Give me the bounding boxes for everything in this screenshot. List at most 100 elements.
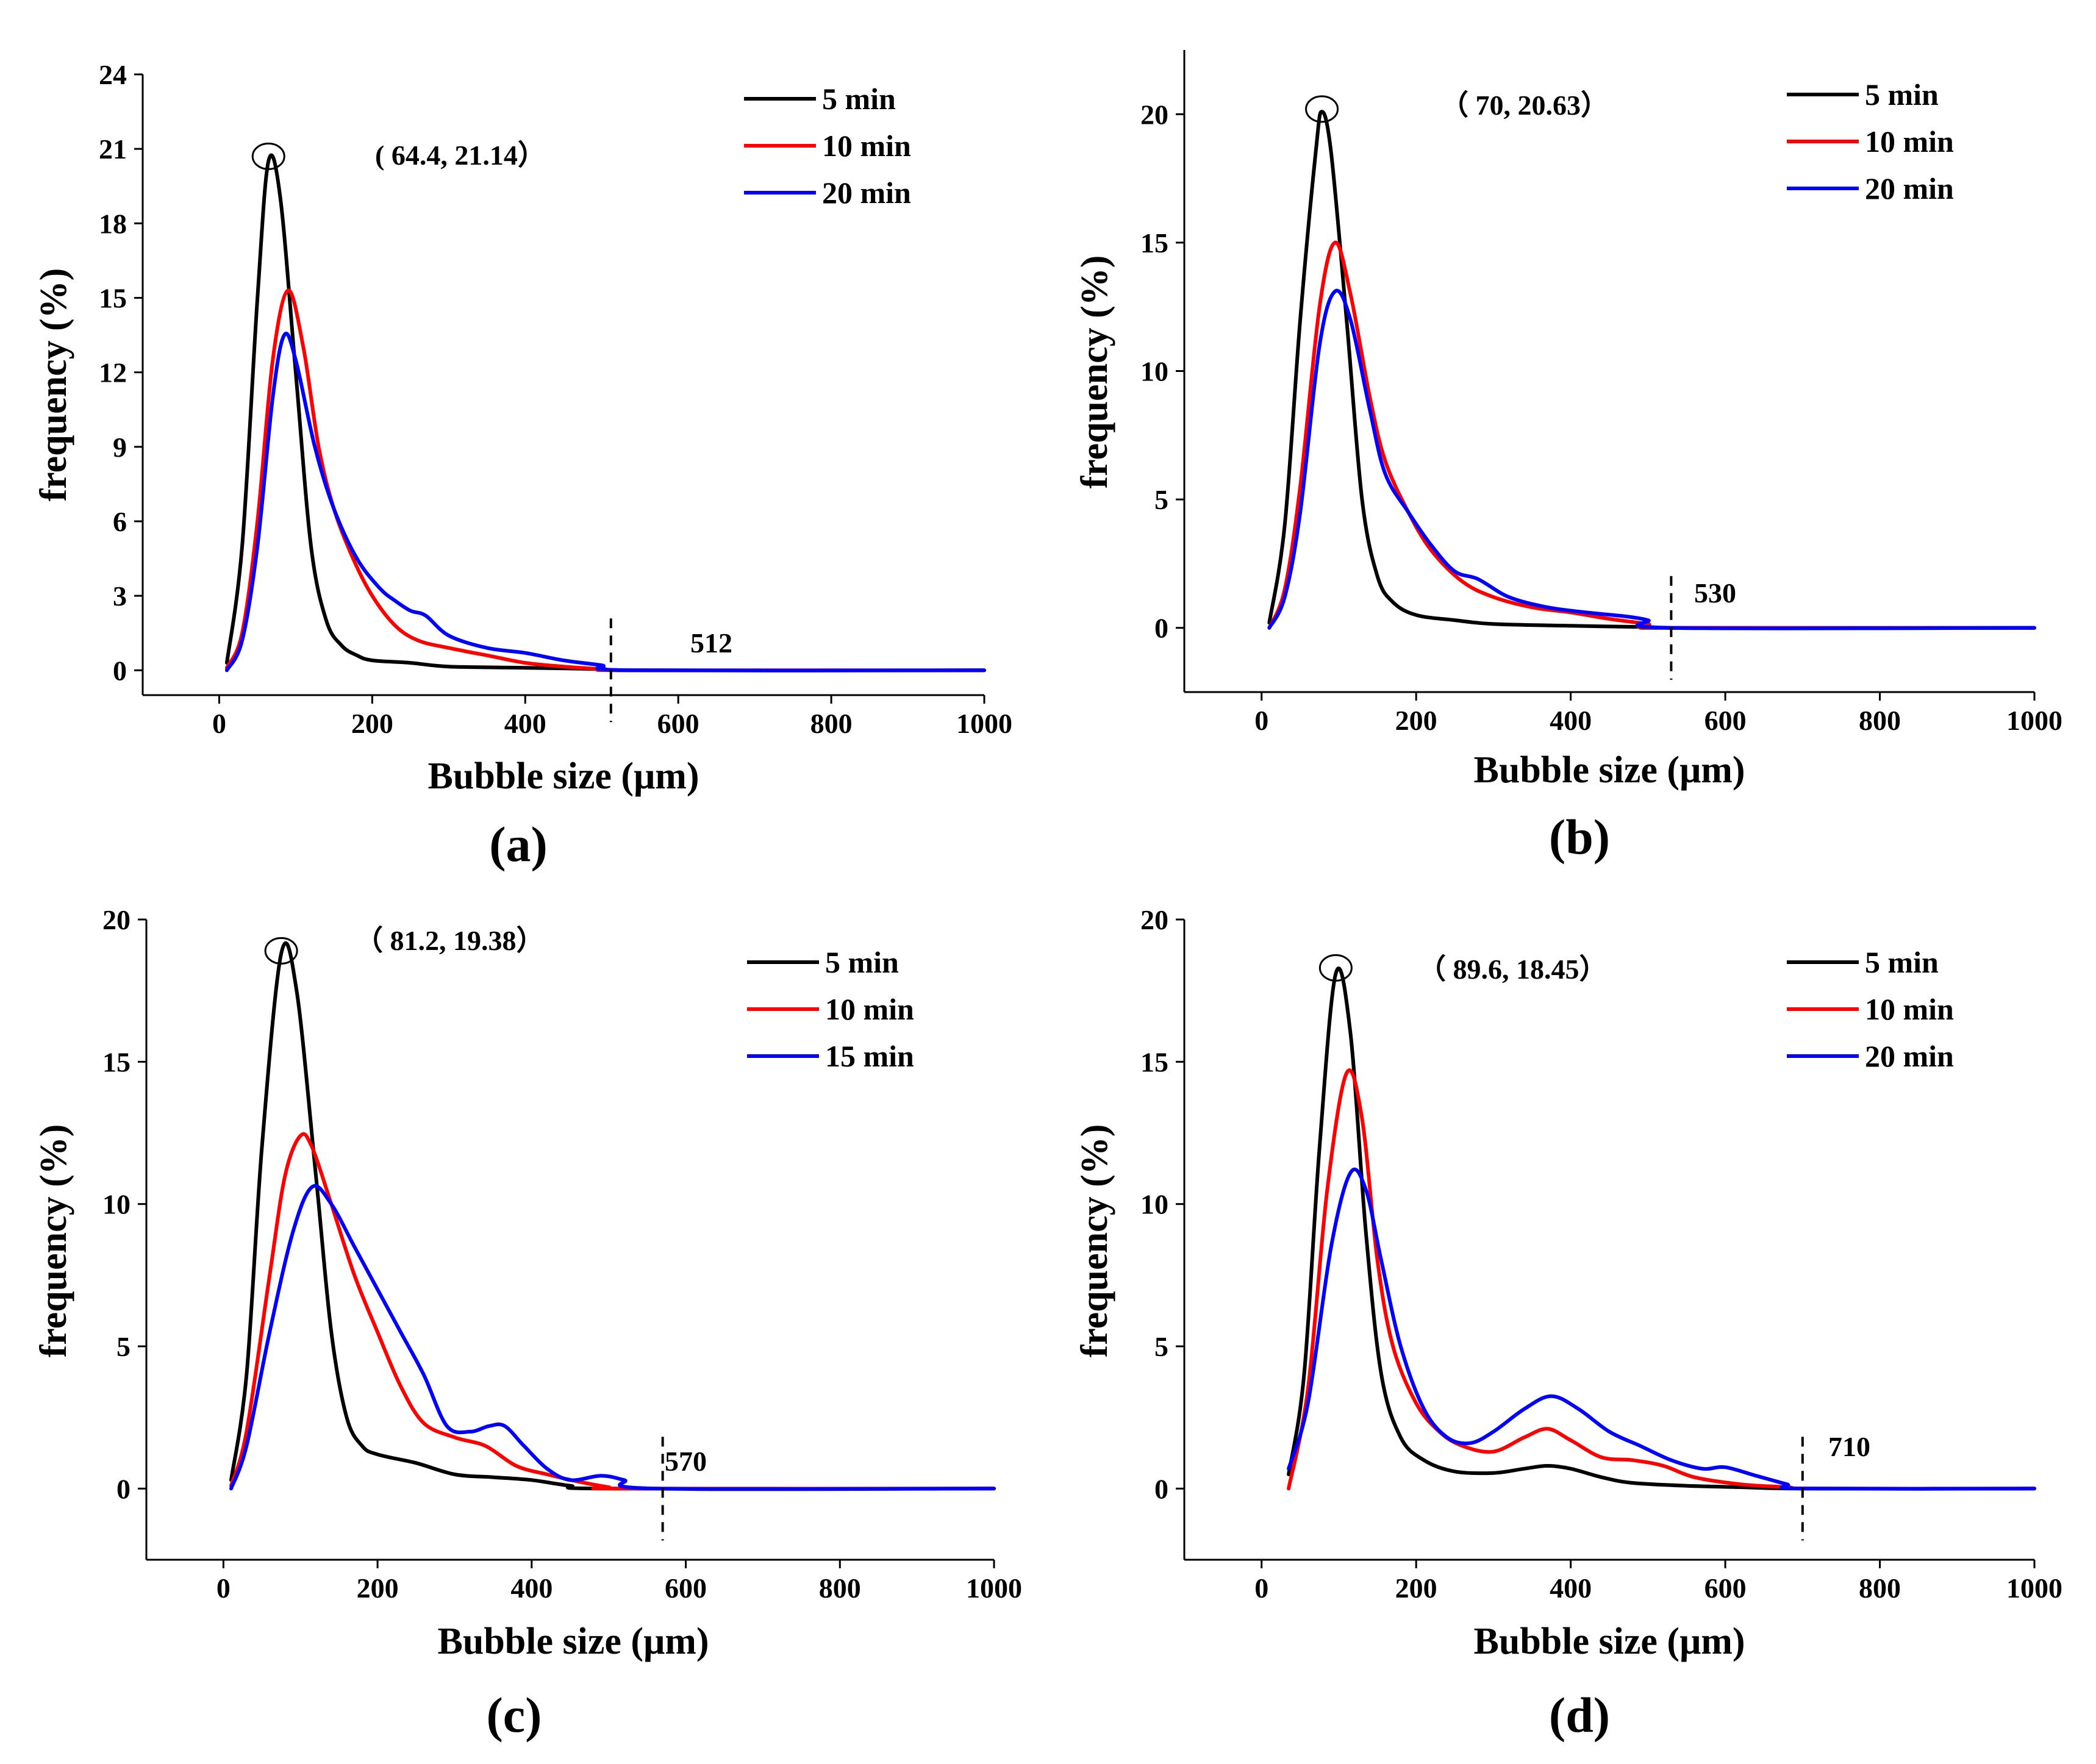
legend-label: 10 min <box>822 129 911 163</box>
panel-b: (b) Bubble size (μm) frequency (%) （ 70,… <box>1074 50 2062 865</box>
x-tick-label: 1000 <box>956 708 1012 739</box>
x-tick-label: 800 <box>819 1573 861 1604</box>
x-tick-label: 800 <box>1859 1573 1901 1604</box>
legend-label: 20 min <box>822 176 911 210</box>
y-axis-label: frequency (%) <box>1074 1124 1115 1358</box>
legend-label: 10 min <box>1865 124 1954 159</box>
peak-marker-circle <box>251 142 285 170</box>
y-tick-label: 0 <box>1154 1473 1168 1504</box>
y-tick-label: 18 <box>99 208 127 239</box>
x-tick-label: 1000 <box>966 1573 1022 1604</box>
y-tick-label: 12 <box>99 357 127 388</box>
legend-label: 20 min <box>1865 171 1954 205</box>
y-tick-label: 5 <box>1154 1331 1168 1362</box>
x-axis-label: Bubble size (μm) <box>1473 749 1745 791</box>
series-line-10-min <box>1287 1068 2036 1491</box>
cutoff-label: 570 <box>665 1446 707 1477</box>
panel-label: (d) <box>1549 1687 1610 1743</box>
y-tick-label: 6 <box>113 506 127 537</box>
y-tick-label: 5 <box>1154 484 1168 515</box>
panel-label: (c) <box>486 1687 542 1743</box>
y-tick-label: 20 <box>102 904 131 935</box>
series-line-20-min <box>1267 288 2036 630</box>
peak-marker-circle <box>264 937 298 965</box>
y-tick-label: 15 <box>1140 1046 1168 1077</box>
y-tick-label: 10 <box>102 1189 131 1220</box>
series-line-10-min <box>1267 240 2036 630</box>
x-tick-label: 800 <box>810 708 853 739</box>
y-tick-label: 0 <box>1154 613 1168 644</box>
peak-annotation: （ 89.6, 18.45） <box>1418 954 1608 985</box>
x-tick-label: 1000 <box>2006 1573 2062 1604</box>
x-tick-label: 1000 <box>2006 705 2062 736</box>
y-tick-label: 0 <box>116 1473 131 1504</box>
x-tick-label: 0 <box>1254 705 1268 736</box>
panel-label: (b) <box>1549 809 1610 865</box>
x-tick-label: 400 <box>1550 1573 1592 1604</box>
y-tick-label: 20 <box>1140 904 1168 935</box>
cutoff-label: 530 <box>1694 577 1736 609</box>
panel-a: (a) Bubble size (μm) frequency (%) ( 64.… <box>33 59 1012 872</box>
x-axis-label: Bubble size (μm) <box>437 1621 709 1662</box>
legend-label: 5 min <box>825 945 899 979</box>
x-tick-label: 600 <box>665 1573 707 1604</box>
peak-annotation: （ 70, 20.63） <box>1440 90 1609 121</box>
y-tick-label: 10 <box>1140 1189 1168 1220</box>
x-tick-label: 200 <box>357 1573 399 1604</box>
y-tick-label: 24 <box>99 59 127 90</box>
series-line-5-min <box>229 941 996 1491</box>
y-tick-label: 20 <box>1140 99 1168 130</box>
panel-label: (a) <box>489 816 548 872</box>
legend-label: 15 min <box>825 1039 914 1073</box>
x-tick-label: 200 <box>1395 1573 1437 1604</box>
y-tick-label: 15 <box>102 1046 131 1077</box>
y-tick-label: 15 <box>1140 227 1168 259</box>
legend-label: 10 min <box>825 992 914 1026</box>
series-line-20-min <box>225 332 986 673</box>
x-axis-label: Bubble size (μm) <box>1473 1621 1745 1662</box>
legend-label: 5 min <box>822 82 896 116</box>
series-line-10-min <box>229 1132 996 1491</box>
legend-label: 10 min <box>1865 992 1954 1026</box>
x-tick-label: 400 <box>1550 705 1592 736</box>
peak-marker-circle <box>1305 95 1339 123</box>
x-tick-label: 0 <box>216 1573 231 1604</box>
x-tick-label: 0 <box>212 708 226 739</box>
panel-d: (d) Bubble size (μm) frequency (%) （ 89.… <box>1074 904 2062 1743</box>
y-tick-label: 21 <box>99 134 127 165</box>
series-line-5-min <box>225 153 986 673</box>
series-line-10-min <box>225 288 986 673</box>
series-line-20-min <box>1287 1167 2036 1491</box>
peak-marker-circle <box>1318 954 1353 982</box>
y-tick-label: 10 <box>1140 356 1168 387</box>
x-axis-label: Bubble size (μm) <box>427 755 699 797</box>
cutoff-label: 512 <box>690 627 732 659</box>
x-tick-label: 400 <box>510 1573 553 1604</box>
y-tick-label: 5 <box>116 1331 131 1362</box>
y-tick-label: 0 <box>113 655 127 686</box>
y-tick-label: 9 <box>113 432 127 463</box>
x-tick-label: 600 <box>1704 1573 1747 1604</box>
y-tick-label: 15 <box>99 282 127 313</box>
y-axis-label: frequency (%) <box>33 268 74 502</box>
series-line-15-min <box>229 1184 996 1491</box>
x-tick-label: 400 <box>504 708 546 739</box>
peak-annotation: ( 64.4, 21.14） <box>375 140 546 171</box>
y-axis-label: frequency (%) <box>33 1124 74 1358</box>
legend-label: 20 min <box>1865 1039 1954 1073</box>
legend-label: 5 min <box>1865 945 1939 979</box>
panel-c: (c) Bubble size (μm) frequency (%) （ 81.… <box>33 904 1022 1743</box>
x-tick-label: 0 <box>1254 1573 1268 1604</box>
x-tick-label: 600 <box>1704 705 1747 736</box>
y-tick-label: 3 <box>113 580 127 612</box>
legend-label: 5 min <box>1865 77 1939 112</box>
series-line-5-min <box>1287 966 2036 1491</box>
x-tick-label: 800 <box>1859 705 1901 736</box>
peak-annotation: （ 81.2, 19.38） <box>355 925 545 956</box>
x-tick-label: 200 <box>1395 705 1437 736</box>
x-tick-label: 600 <box>657 708 699 739</box>
y-axis-label: frequency (%) <box>1074 255 1115 489</box>
x-tick-label: 200 <box>351 708 393 739</box>
cutoff-label: 710 <box>1828 1431 1870 1462</box>
